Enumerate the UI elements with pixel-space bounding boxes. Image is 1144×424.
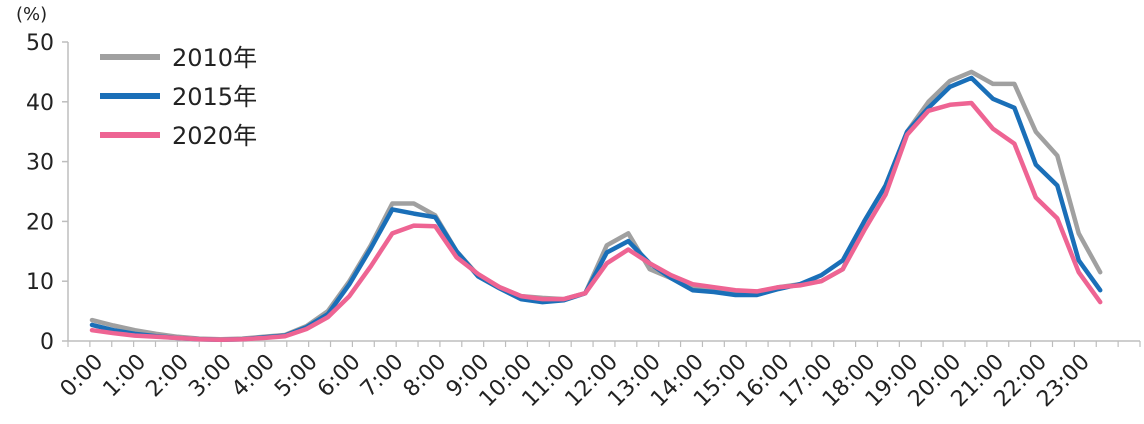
legend: 2010年 2015年 2020年 <box>100 44 257 150</box>
y-tick-label: 50 <box>26 31 54 56</box>
y-tick-label: 0 <box>40 330 54 355</box>
x-tick-label: 5:00 <box>270 350 323 403</box>
x-axis: 0:001:002:003:004:005:006:007:008:009:00… <box>56 340 1141 412</box>
x-tick-label: 7:00 <box>356 350 409 403</box>
x-tick-label: 3:00 <box>184 350 237 403</box>
legend-label: 2015年 <box>172 83 257 111</box>
x-tick-label: 4:00 <box>227 350 280 403</box>
x-tick-label: 8:00 <box>399 350 452 403</box>
series-line-2 <box>89 100 1103 343</box>
y-tick-label: 30 <box>26 151 54 176</box>
x-tick-label: 6:00 <box>313 350 366 403</box>
x-tick-label: 0:00 <box>56 350 109 403</box>
y-axis: 0 10 20 30 40 50 <box>26 31 69 355</box>
x-tick-label: 1:00 <box>99 350 152 403</box>
series-line-1 <box>89 75 1103 343</box>
legend-label: 2020年 <box>172 122 257 150</box>
series-lines <box>89 69 1103 343</box>
y-unit-label: (%) <box>16 4 47 25</box>
series-line-0 <box>89 69 1103 342</box>
y-tick-label: 20 <box>26 210 54 235</box>
x-tick-label: 2:00 <box>141 350 194 403</box>
y-tick-label: 40 <box>26 91 54 116</box>
legend-label: 2010年 <box>172 44 257 72</box>
y-tick-label: 10 <box>26 270 54 295</box>
